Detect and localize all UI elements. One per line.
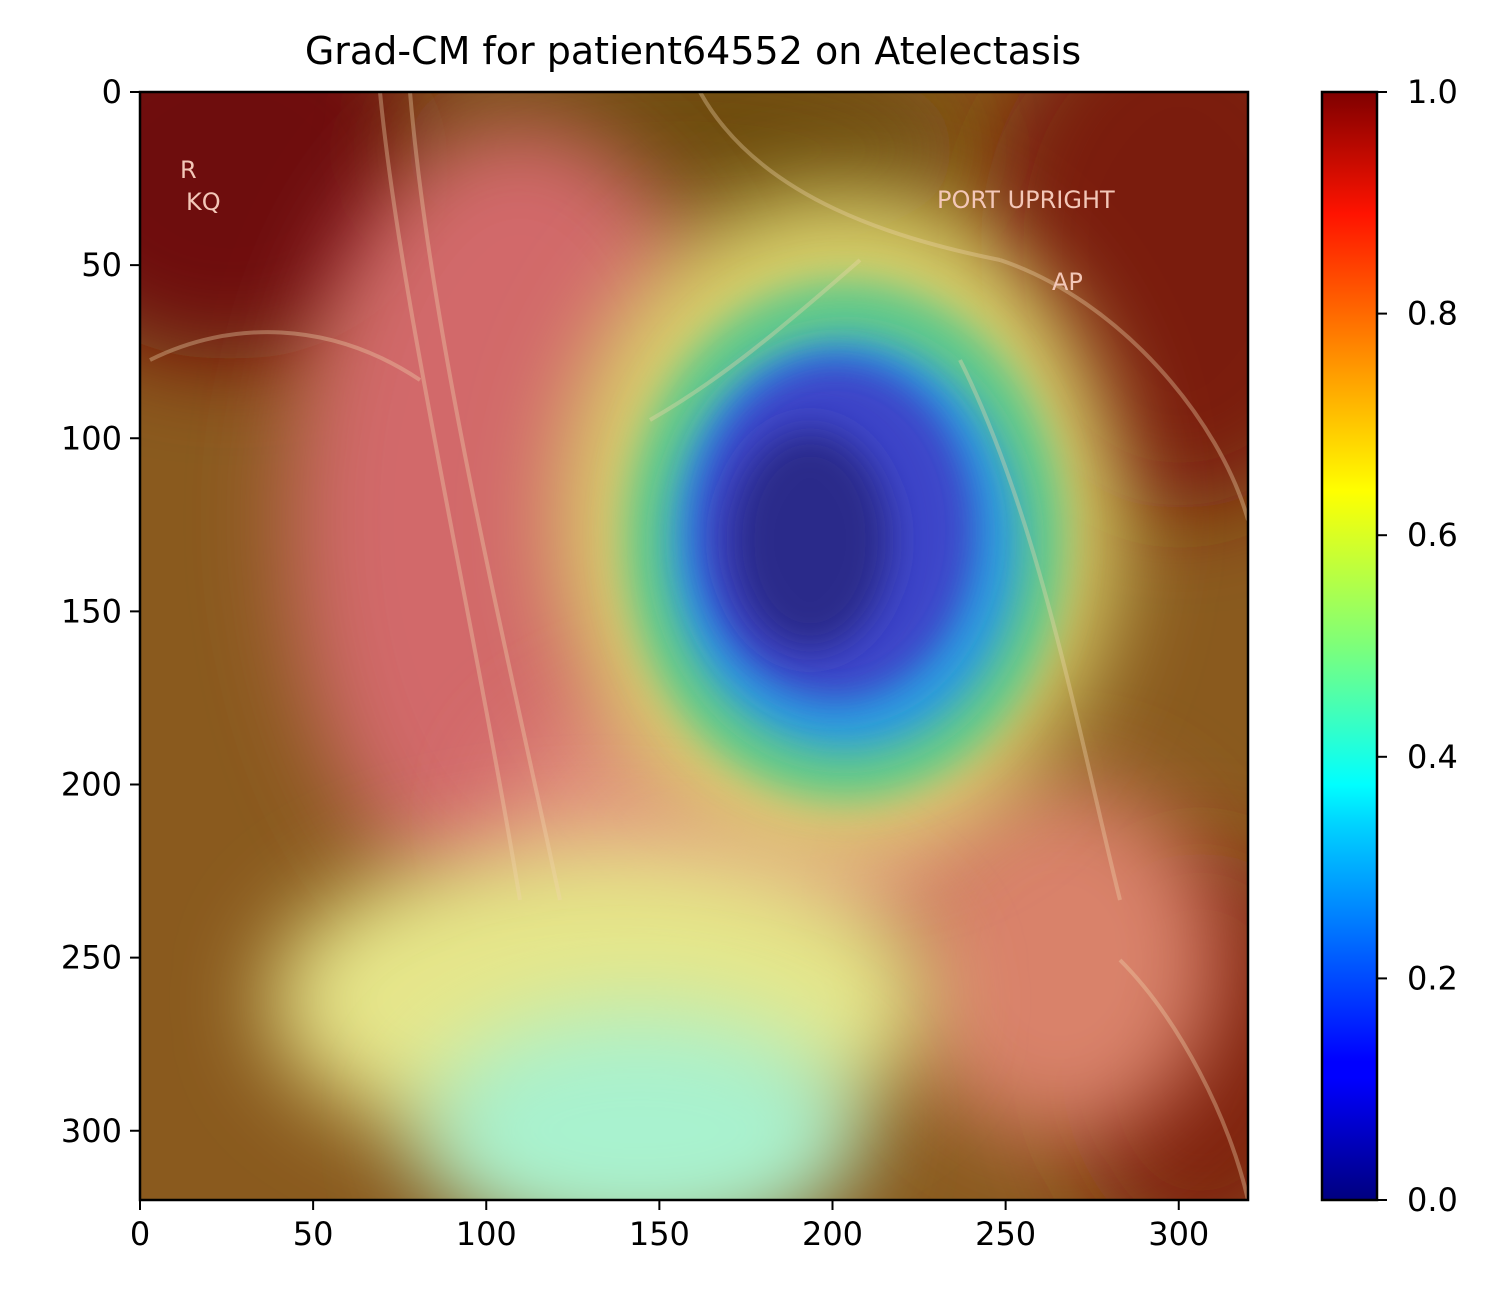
x-tick-label: 0 bbox=[130, 1215, 150, 1253]
colorbar bbox=[1320, 90, 1379, 1202]
image-port-label: PORT UPRIGHT bbox=[937, 186, 1115, 214]
colorbar-tick-label: 0.6 bbox=[1407, 516, 1458, 554]
chart-title: Grad-CM for patient64552 on Atelectasis bbox=[305, 29, 1081, 73]
y-tick-label: 250 bbox=[61, 939, 122, 977]
y-axis: 0 50 100 150 200 250 300 bbox=[61, 73, 140, 1150]
y-tick-label: 150 bbox=[61, 592, 122, 630]
y-tick-label: 100 bbox=[61, 419, 122, 457]
x-tick-label: 300 bbox=[1148, 1215, 1209, 1253]
colorbar-tick-label: 0.2 bbox=[1407, 959, 1458, 997]
y-tick-label: 300 bbox=[61, 1112, 122, 1150]
plot-frame bbox=[138, 90, 1250, 1202]
colorbar-axis: 0.0 0.2 0.4 0.6 0.8 1.0 bbox=[1377, 73, 1458, 1219]
image-view-label: AP bbox=[1052, 268, 1083, 296]
colorbar-tick-label: 1.0 bbox=[1407, 73, 1458, 111]
x-tick-label: 150 bbox=[629, 1215, 690, 1253]
colorbar-tick-label: 0.0 bbox=[1407, 1181, 1458, 1219]
image-marker-sub: KQ bbox=[186, 188, 221, 216]
x-tick-label: 50 bbox=[293, 1215, 334, 1253]
y-tick-label: 200 bbox=[61, 766, 122, 804]
x-tick-label: 200 bbox=[802, 1215, 863, 1253]
x-tick-label: 100 bbox=[456, 1215, 517, 1253]
xray-structure bbox=[149, 92, 1248, 1200]
colorbar-tick-label: 0.8 bbox=[1407, 295, 1458, 333]
y-tick-label: 50 bbox=[81, 246, 122, 284]
colorbar-tick-label: 0.4 bbox=[1407, 738, 1458, 776]
image-marker-letter: R bbox=[180, 156, 197, 184]
x-axis: 0 50 100 150 200 250 300 bbox=[130, 1200, 1209, 1253]
x-tick-label: 250 bbox=[975, 1215, 1036, 1253]
y-tick-label: 0 bbox=[102, 73, 122, 111]
heatmap-image: R KQ PORT UPRIGHT AP bbox=[140, 92, 1248, 1200]
